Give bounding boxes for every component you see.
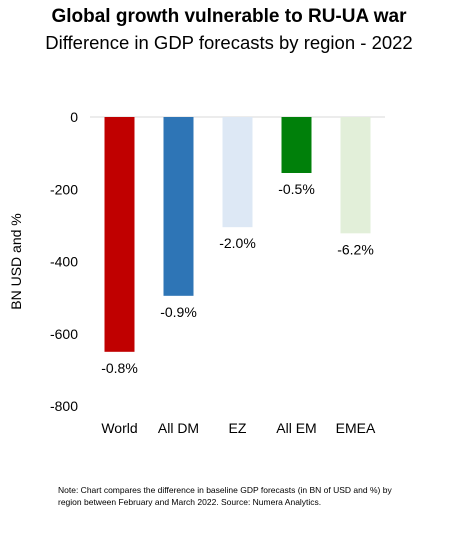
bar-chart: 0 -200 -400 -600 -800 BN USD and % -0.8% World -… — [8, 109, 385, 436]
y-axis-title: BN USD and % — [8, 213, 24, 309]
y-tick-label: -400 — [50, 254, 78, 270]
bar — [163, 117, 194, 296]
data-label: -0.5% — [278, 181, 315, 197]
plot-area: 0 -200 -400 -600 -800 BN USD and % -0.8% World -… — [8, 109, 385, 436]
data-label: -6.2% — [337, 241, 374, 257]
bar — [104, 117, 135, 352]
y-tick-label: -600 — [50, 326, 78, 342]
data-label: -0.8% — [101, 360, 138, 376]
chart-subtitle: Difference in GDP forecasts by region - … — [45, 32, 413, 53]
bar — [222, 117, 253, 228]
x-tick-label: EMEA — [336, 420, 376, 436]
chart-title: Global growth vulnerable to RU-UA war — [51, 6, 407, 27]
bar — [281, 117, 312, 173]
x-tick-label: All DM — [158, 420, 199, 436]
chart-note: Note: Chart compares the difference in b… — [58, 485, 392, 507]
y-tick-label: 0 — [70, 109, 78, 125]
data-label: -0.9% — [160, 304, 197, 320]
bar — [340, 117, 371, 234]
y-tick-label: -200 — [50, 181, 78, 197]
x-tick-label: World — [101, 420, 137, 436]
x-tick-label: EZ — [229, 420, 247, 436]
data-label: -2.0% — [219, 235, 256, 251]
x-tick-label: All EM — [276, 420, 316, 436]
y-tick-label: -800 — [50, 398, 78, 414]
